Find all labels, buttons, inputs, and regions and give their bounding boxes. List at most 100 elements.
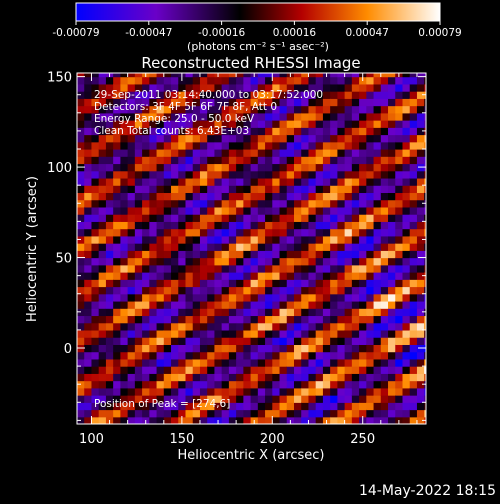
heatmap-cell xyxy=(373,308,382,317)
heatmap-cell xyxy=(171,76,179,85)
heatmap-cell xyxy=(272,91,281,99)
heatmap-cell xyxy=(228,73,237,78)
heatmap-cell xyxy=(286,358,295,367)
heatmap-cell xyxy=(301,243,310,251)
heatmap-cell xyxy=(142,272,150,280)
heatmap-cell xyxy=(395,264,404,273)
heatmap-cell xyxy=(416,250,425,259)
heatmap-cell xyxy=(373,373,382,382)
heatmap-cell xyxy=(344,83,353,92)
heatmap-cell xyxy=(91,91,100,99)
heatmap-cell xyxy=(409,402,418,411)
heatmap-cell xyxy=(308,300,317,309)
heatmap-cell xyxy=(84,380,93,389)
heatmap-cell xyxy=(330,402,338,411)
heatmap-cell xyxy=(156,127,165,136)
heatmap-cell xyxy=(265,315,273,324)
heatmap-cell xyxy=(163,293,172,302)
heatmap-cell xyxy=(243,402,252,411)
heatmap-cell xyxy=(98,76,107,85)
heatmap-cell xyxy=(178,163,187,172)
heatmap-cell xyxy=(156,163,165,172)
heatmap-cell xyxy=(373,279,382,288)
heatmap-cell xyxy=(207,91,216,99)
heatmap-cell xyxy=(366,358,375,367)
heatmap-cell xyxy=(409,185,418,194)
heatmap-cell xyxy=(207,351,216,360)
heatmap-cell xyxy=(142,358,150,367)
heatmap-cell xyxy=(84,351,93,360)
heatmap-cell xyxy=(351,91,360,99)
heatmap-cell xyxy=(344,206,353,215)
heatmap-cell xyxy=(178,250,187,259)
heatmap-cell xyxy=(192,91,201,99)
heatmap-cell xyxy=(272,83,281,92)
heatmap-cell xyxy=(236,105,244,114)
heatmap-cell xyxy=(322,185,331,194)
heatmap-cell xyxy=(402,170,411,179)
heatmap-cell xyxy=(272,373,281,382)
heatmap-cell xyxy=(293,91,302,99)
heatmap-cell xyxy=(228,286,237,295)
heatmap-cell xyxy=(279,243,288,251)
heatmap-cell xyxy=(308,214,317,222)
heatmap-cell xyxy=(185,322,194,331)
heatmap-cell xyxy=(308,148,317,157)
heatmap-cell xyxy=(134,134,143,143)
heatmap-cell xyxy=(134,156,143,165)
heatmap-cell xyxy=(279,409,288,418)
heatmap-cell xyxy=(322,293,331,302)
heatmap-cell xyxy=(366,373,375,382)
heatmap-cell xyxy=(91,300,100,309)
heatmap-cell xyxy=(134,395,143,403)
heatmap-cell xyxy=(257,409,266,418)
heatmap-cell xyxy=(366,206,375,215)
heatmap-cell xyxy=(156,264,165,273)
heatmap-cell xyxy=(236,170,244,179)
heatmap-cell xyxy=(250,170,259,179)
heatmap-cell xyxy=(243,156,252,165)
heatmap-cell xyxy=(127,221,136,230)
heatmap-cell xyxy=(149,395,158,403)
heatmap-cell xyxy=(359,308,367,317)
heatmap-cell xyxy=(77,73,85,78)
heatmap-cell xyxy=(228,264,237,273)
colorbar-tick-label: -0.00047 xyxy=(125,27,172,39)
heatmap-cell xyxy=(243,214,252,222)
heatmap-cell xyxy=(402,235,411,244)
heatmap-cell xyxy=(236,76,244,85)
heatmap-cell xyxy=(113,380,121,389)
heatmap-cell xyxy=(98,148,107,157)
heatmap-cell xyxy=(199,83,208,92)
heatmap-cell xyxy=(416,373,425,382)
heatmap-cell xyxy=(250,156,259,165)
heatmap-cell xyxy=(156,235,165,244)
heatmap-cell xyxy=(330,416,338,424)
heatmap-cell xyxy=(272,402,281,411)
heatmap-cell xyxy=(416,120,425,128)
heatmap-cell xyxy=(105,257,114,266)
heatmap-cell xyxy=(409,286,418,295)
heatmap-cell xyxy=(257,293,266,302)
heatmap-cell xyxy=(178,308,187,317)
heatmap-cell xyxy=(344,257,353,266)
heatmap-cell xyxy=(366,337,375,345)
heatmap-cell xyxy=(416,395,425,403)
heatmap-cell xyxy=(301,300,310,309)
heatmap-cell xyxy=(149,344,158,353)
heatmap-cell xyxy=(315,206,324,215)
heatmap-cell xyxy=(127,105,136,114)
heatmap-cell xyxy=(214,134,223,143)
heatmap-cell xyxy=(409,163,418,172)
heatmap-cell xyxy=(402,192,411,201)
heatmap-cell xyxy=(388,293,396,302)
heatmap-cell xyxy=(221,221,230,230)
heatmap-cell xyxy=(84,257,93,266)
heatmap-cell xyxy=(163,337,172,345)
heatmap-cell xyxy=(221,170,230,179)
heatmap-cell xyxy=(228,250,237,259)
heatmap-cell xyxy=(113,192,121,201)
heatmap-cell xyxy=(221,395,230,403)
heatmap-cell xyxy=(293,308,302,317)
